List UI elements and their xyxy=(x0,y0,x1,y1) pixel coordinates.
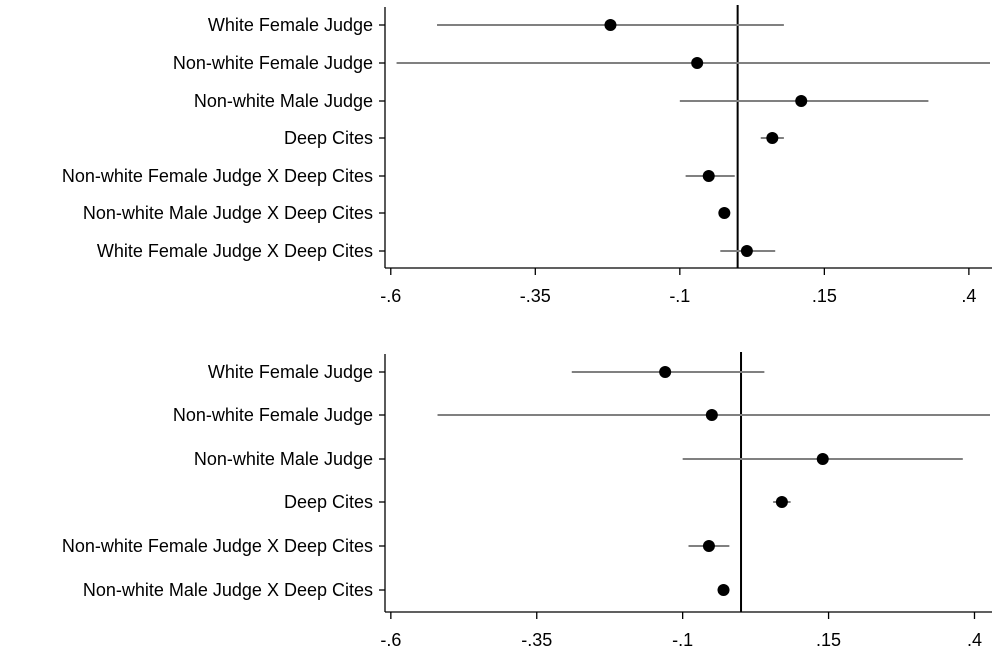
category-label: White Female Judge X Deep Cites xyxy=(97,241,373,261)
category-label: Non-white Female Judge X Deep Cites xyxy=(62,166,373,186)
x-tick-label: -.6 xyxy=(380,630,401,648)
category-label: Deep Cites xyxy=(284,492,373,512)
category-label: Non-white Female Judge xyxy=(173,405,373,425)
x-tick-label: .15 xyxy=(812,286,837,306)
category-label: Non-white Male Judge X Deep Cites xyxy=(83,203,373,223)
x-tick-label: -.1 xyxy=(669,286,690,306)
point-estimate xyxy=(775,496,788,508)
point-estimate xyxy=(740,245,753,257)
point-estimate xyxy=(705,409,718,421)
x-tick-label: .4 xyxy=(961,286,976,306)
category-label: Non-white Male Judge X Deep Cites xyxy=(83,580,373,600)
x-tick-label: .15 xyxy=(816,630,841,648)
point-estimate xyxy=(766,132,779,144)
category-label: Deep Cites xyxy=(284,128,373,148)
point-estimate xyxy=(718,207,731,219)
x-tick-label: -.1 xyxy=(672,630,693,648)
point-estimate xyxy=(702,170,715,182)
point-estimate xyxy=(702,540,715,552)
x-tick-label: -.35 xyxy=(520,286,551,306)
point-estimate xyxy=(717,584,730,596)
point-estimate xyxy=(659,366,672,378)
category-label: White Female Judge xyxy=(208,362,373,382)
x-tick-label: -.35 xyxy=(521,630,552,648)
point-estimate xyxy=(795,95,808,107)
point-estimate xyxy=(604,19,617,31)
category-label: Non-white Female Judge xyxy=(173,53,373,73)
category-label: Non-white Male Judge xyxy=(194,449,373,469)
category-label: Non-white Male Judge xyxy=(194,91,373,111)
chart-panel-2: White Female Judge Non-white Female Judge… xyxy=(62,352,992,648)
category-label: Non-white Female Judge X Deep Cites xyxy=(62,536,373,556)
x-tick-label: -.6 xyxy=(380,286,401,306)
category-label: White Female Judge xyxy=(208,15,373,35)
x-tick-label: .4 xyxy=(967,630,982,648)
point-estimate xyxy=(691,57,704,69)
chart-panel-1: White Female Judge Non-white Female Judge… xyxy=(62,5,992,306)
point-estimate xyxy=(816,453,829,465)
